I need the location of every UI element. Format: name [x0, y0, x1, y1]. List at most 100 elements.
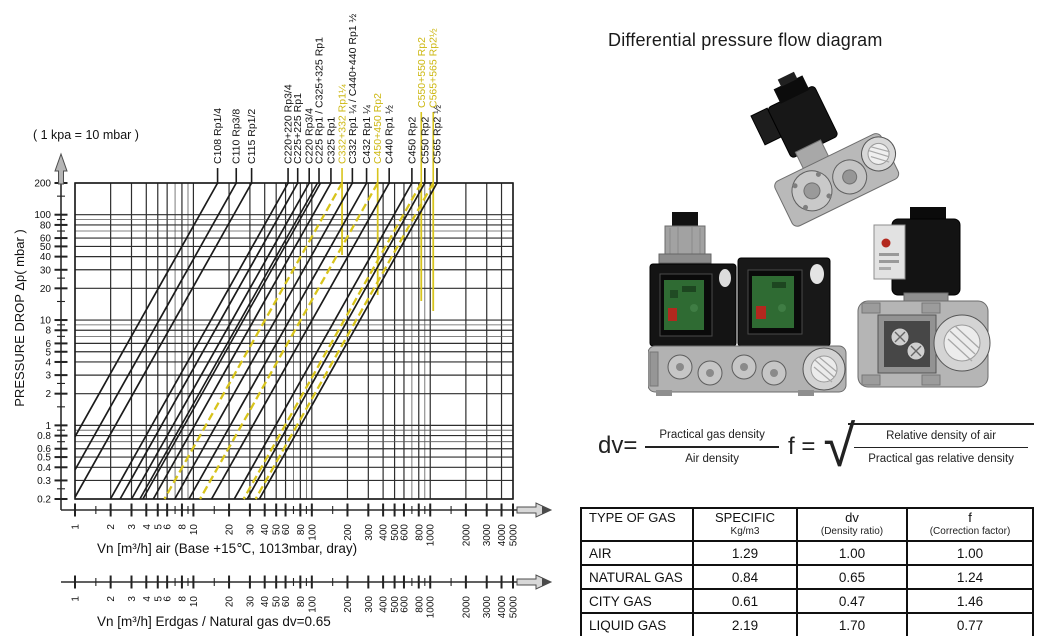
svg-text:3: 3 [45, 371, 51, 382]
svg-text:30: 30 [245, 524, 256, 536]
svg-text:500: 500 [390, 596, 401, 613]
svg-text:300: 300 [364, 596, 375, 613]
svg-text:400: 400 [379, 596, 390, 613]
table-cell: 2.19 [692, 612, 798, 636]
svg-text:5: 5 [153, 524, 164, 530]
svg-text:20: 20 [225, 524, 236, 536]
svg-text:8: 8 [45, 326, 51, 337]
label-window [873, 224, 906, 280]
svg-text:800: 800 [414, 596, 425, 613]
svg-text:3: 3 [127, 524, 138, 530]
svg-text:5000: 5000 [509, 524, 520, 547]
series-line [210, 182, 390, 500]
formula-f-fraction: Relative density of air Practical gas re… [854, 427, 1028, 465]
table-cell: AIR [580, 540, 694, 567]
svg-text:10: 10 [40, 316, 52, 327]
svg-text:50: 50 [272, 596, 283, 608]
series-label: C440 Rp1 ½ [384, 105, 396, 164]
series-label: C550+550 Rp2 [416, 37, 428, 108]
table-cell: CITY GAS [580, 588, 694, 615]
formula-dv-fraction: Practical gas density Air density [645, 426, 779, 465]
sqrt-icon: √ [823, 414, 856, 479]
table-cell: LIQUID GAS [580, 612, 694, 636]
table-cell: 1.29 [692, 540, 798, 567]
svg-text:5000: 5000 [509, 596, 520, 619]
svg-text:6: 6 [45, 339, 51, 350]
table-cell: 1.00 [796, 540, 908, 567]
series-line [254, 182, 435, 500]
svg-text:0.4: 0.4 [37, 463, 51, 474]
svg-text:80: 80 [296, 596, 307, 608]
series-line [258, 182, 438, 500]
series-label: C325 Rp1 [325, 117, 337, 164]
y-axis-title: PRESSURE DROP Δp( mbar ) [12, 229, 27, 406]
table-cell: 1.00 [906, 540, 1034, 567]
series-line [74, 182, 219, 438]
svg-text:1: 1 [71, 524, 82, 530]
series-line [139, 182, 319, 500]
table-cell: 0.77 [906, 612, 1034, 636]
svg-text:0.8: 0.8 [37, 431, 51, 442]
actuator-cap [672, 212, 698, 228]
table-cell: 0.61 [692, 588, 798, 615]
svg-text:200: 200 [343, 596, 354, 613]
svg-text:0.6: 0.6 [37, 444, 51, 455]
table-cell: 1.24 [906, 564, 1034, 591]
svg-text:6: 6 [163, 596, 174, 602]
svg-text:2000: 2000 [461, 596, 472, 619]
gas-table-header: TYPE OF GAS [580, 506, 694, 543]
plot-border [74, 182, 514, 500]
svg-text:60: 60 [40, 234, 52, 245]
series-label: C450 Rp2 [406, 117, 418, 164]
gas-table-header: f (Correction factor) [906, 506, 1034, 543]
series-line [142, 182, 322, 500]
svg-text:8: 8 [177, 596, 188, 602]
series-label: C565 Rp2 ½ [431, 105, 443, 164]
series-line [74, 182, 237, 471]
gas-properties-table: TYPE OF GAS SPECIFIC Kg/m3 dv (Density ratio… [580, 506, 1034, 636]
series-label: C332 Rp1 ¼ / C440+440 Rp1 ½ [347, 13, 359, 164]
svg-text:3000: 3000 [482, 596, 493, 619]
table-cell: 0.65 [796, 564, 908, 591]
valve-photo-double [648, 212, 847, 396]
valve-photo-flanged [857, 207, 991, 388]
coil-cap [910, 207, 946, 221]
formula-dv: dv= Practical gas density Air density [598, 426, 779, 465]
formula-f-lhs: f = [788, 433, 816, 460]
svg-text:60: 60 [281, 524, 292, 536]
table-row: NATURAL GAS 0.84 0.65 1.24 [580, 564, 1034, 591]
series-line [246, 182, 426, 500]
svg-text:50: 50 [272, 524, 283, 536]
svg-text:20: 20 [40, 284, 52, 295]
actuator-cylinder [664, 225, 706, 257]
svg-text:2: 2 [106, 596, 117, 602]
svg-text:80: 80 [40, 220, 52, 231]
svg-text:4: 4 [142, 596, 153, 602]
formula-dv-denominator: Air density [685, 453, 739, 465]
svg-text:30: 30 [40, 265, 52, 276]
square-root-radical: √ Relative density of air Practical gas … [823, 418, 1034, 476]
series-label: C108 Rp1/4 [212, 108, 224, 164]
svg-text:800: 800 [414, 524, 425, 541]
svg-text:8: 8 [177, 524, 188, 530]
svg-text:80: 80 [296, 524, 307, 536]
formula-f-numerator: Relative density of air [854, 427, 1028, 448]
table-row: CITY GAS 0.61 0.47 1.46 [580, 588, 1034, 615]
svg-text:2000: 2000 [461, 524, 472, 547]
up-arrow-icon [54, 152, 68, 185]
svg-text:5: 5 [153, 596, 164, 602]
svg-text:10: 10 [189, 596, 200, 608]
svg-text:10: 10 [189, 524, 200, 536]
svg-text:4000: 4000 [497, 524, 508, 547]
svg-text:5: 5 [45, 347, 51, 358]
series-line [152, 182, 332, 500]
series-line [119, 182, 299, 500]
x-axis-air-title: Vn [m³/h] air (Base +15℃, 1013mbar, dray… [97, 541, 357, 556]
svg-text:20: 20 [225, 596, 236, 608]
svg-text:600: 600 [399, 524, 410, 541]
svg-text:1000: 1000 [426, 596, 437, 619]
svg-text:200: 200 [343, 524, 354, 541]
svg-text:300: 300 [364, 524, 375, 541]
series-line [74, 182, 253, 498]
